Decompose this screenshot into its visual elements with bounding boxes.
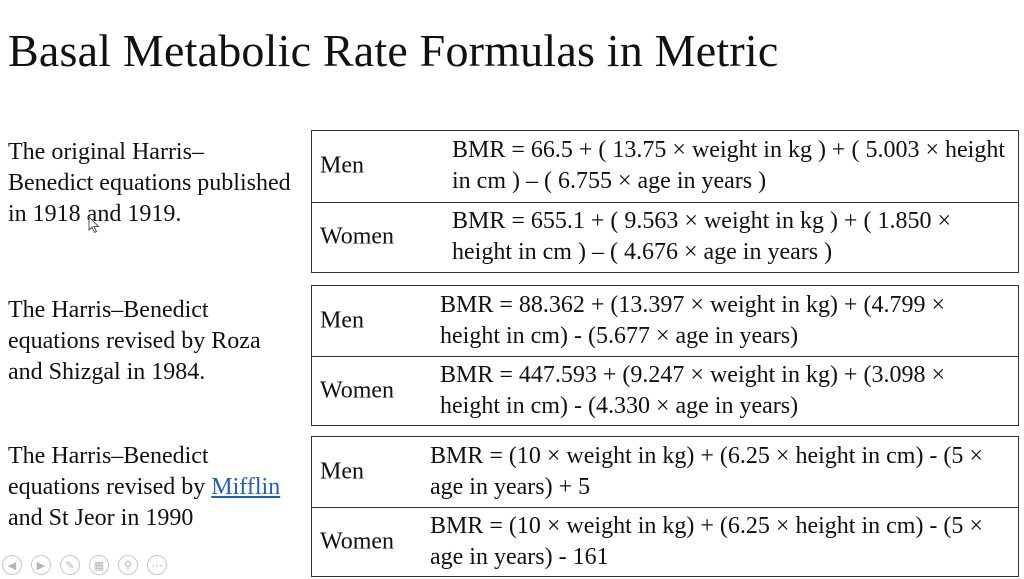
formula-table-original: Men BMR = 66.5 + ( 13.75 × weight in kg … [311,130,1019,273]
label-text: The Harris–Benedict equations revised by [8,443,209,500]
pen-icon[interactable]: ✎ [60,555,80,575]
table-row-men: Men BMR = (10 × weight in kg) + (6.25 × … [312,437,1018,507]
section-label-mifflin: The Harris–Benedict equations revised by… [8,441,293,534]
zoom-icon[interactable]: ⚲ [118,555,138,575]
formula-text: BMR = (10 × weight in kg) + (6.25 × heig… [430,442,983,500]
previous-icon[interactable]: ◀ [2,555,22,575]
gender-label: Women [320,528,395,555]
more-icon[interactable]: ⋯ [147,555,167,575]
formula-table-mifflin: Men BMR = (10 × weight in kg) + (6.25 × … [311,436,1019,577]
section-label-roza-shizgal: The Harris–Benedict equations revised by… [8,297,261,385]
gender-label: Women [320,377,395,404]
gender-label: Men [320,307,364,334]
next-icon[interactable]: ▶ [31,555,51,575]
section-label-original: The original Harris– Benedict equations … [8,139,291,227]
mifflin-link[interactable]: Mifflin [211,474,281,500]
label-text: and St Jeor in 1990 [8,505,194,531]
mouse-cursor-icon [88,216,100,234]
formula-text: BMR = 66.5 + ( 13.75 × weight in kg ) + … [452,137,1005,195]
gender-label: Men [320,152,364,179]
table-row-women: Women BMR = (10 × weight in kg) + (6.25 … [312,506,1018,577]
gender-label: Men [320,458,364,485]
table-row-women: Women BMR = 447.593 + (9.247 × weight in… [312,355,1018,426]
formula-text: BMR = 447.593 + (9.247 × weight in kg) +… [440,361,945,419]
slides-icon[interactable]: ▦ [89,555,109,575]
presentation-toolbar: ◀ ▶ ✎ ▦ ⚲ ⋯ [2,555,167,575]
table-row-women: Women BMR = 655.1 + ( 9.563 × weight in … [312,201,1018,273]
formula-table-roza-shizgal: Men BMR = 88.362 + (13.397 × weight in k… [311,285,1019,426]
gender-label: Women [320,223,395,250]
table-row-men: Men BMR = 66.5 + ( 13.75 × weight in kg … [312,131,1018,202]
formula-text: BMR = 655.1 + ( 9.563 × weight in kg ) +… [452,208,951,266]
table-row-men: Men BMR = 88.362 + (13.397 × weight in k… [312,286,1018,356]
slide-title: Basal Metabolic Rate Formulas in Metric [8,25,779,76]
formula-text: BMR = 88.362 + (13.397 × weight in kg) +… [440,291,945,349]
formula-text: BMR = (10 × weight in kg) + (6.25 × heig… [430,512,983,570]
